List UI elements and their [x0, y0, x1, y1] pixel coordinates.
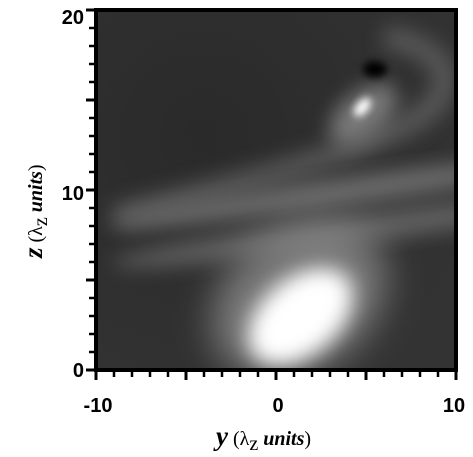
y-axis-label: z (λz units)	[18, 164, 52, 259]
heatmap	[96, 10, 456, 370]
x-axis-unit-sub: z	[249, 433, 258, 455]
y-axis-unit-open: (λ	[25, 226, 47, 248]
x-tick-label: 10	[443, 395, 465, 417]
x-tick-label: 0	[272, 395, 283, 417]
y-tick-label: 10	[62, 183, 84, 205]
y-axis-unit-word: units	[25, 171, 47, 217]
x-axis-unit-close: )	[304, 428, 311, 450]
axis-ticks	[86, 8, 458, 380]
x-axis-unit-word: units	[258, 428, 304, 450]
y-axis-unit-sub: z	[30, 217, 52, 226]
heatmap-field	[110, 26, 456, 370]
x-axis-label: y (λz units)	[213, 421, 311, 455]
y-axis-variable: z	[18, 247, 48, 259]
x-tick-label: -10	[84, 395, 113, 417]
heatmap-dark-spot	[363, 61, 387, 78]
heatmap-swirl	[110, 26, 456, 228]
x-axis-unit-open: (λ	[228, 428, 250, 450]
y-tick-label: 0	[73, 360, 84, 382]
heatmap-spot	[353, 97, 371, 117]
y-tick-label: 20	[62, 7, 84, 29]
y-axis-unit-close: )	[25, 164, 47, 171]
heatmap-lobe	[248, 268, 353, 365]
x-axis-variable: y	[213, 421, 229, 451]
heatmap-band	[112, 159, 456, 228]
heatmap-band	[112, 199, 456, 267]
